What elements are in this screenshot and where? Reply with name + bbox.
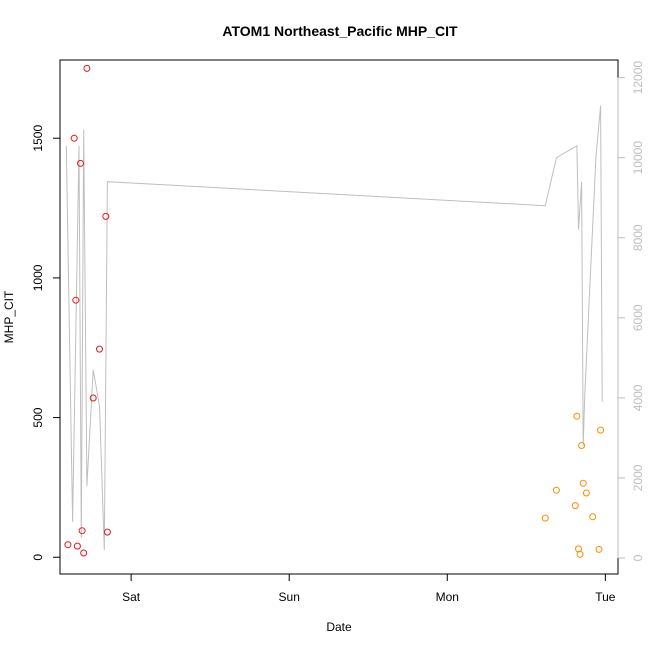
data-point [77, 159, 84, 167]
y-axis-right: 0 2000 4000 6000 8000 10000 12000 [617, 61, 645, 561]
x-axis-label: Date [326, 620, 352, 634]
y-axis-label: MHP_CIT [2, 290, 16, 343]
x-tick-label: Sun [279, 590, 300, 604]
y2-tick-label: 8000 [631, 224, 645, 251]
y2-tick-label: 4000 [631, 384, 645, 411]
data-point [597, 426, 605, 434]
data-point [83, 64, 91, 72]
data-point [72, 296, 80, 304]
x-tick-label: Mon [436, 590, 459, 604]
y2-tick-label: 2000 [631, 464, 645, 491]
y-tick-label: 1000 [31, 264, 45, 291]
data-point [70, 134, 78, 142]
y2-tick-label: 0 [631, 554, 645, 561]
data-point [589, 513, 597, 521]
data-point [73, 542, 81, 550]
series-layer [64, 64, 605, 558]
y-tick-label: 1500 [31, 125, 45, 152]
y2-tick-label: 12000 [631, 61, 645, 95]
data-point [102, 212, 110, 220]
data-point [576, 550, 584, 558]
x-tick-label: Tue [595, 590, 616, 604]
data-point [541, 514, 549, 522]
data-point [595, 545, 603, 553]
chart-title: ATOM1 Northeast_Pacific MHP_CIT [222, 23, 458, 39]
y2-tick-label: 10000 [631, 141, 645, 175]
data-point [582, 489, 590, 497]
data-point [578, 442, 586, 449]
x-tick-label: Sat [122, 590, 141, 604]
y-tick-label: 500 [31, 407, 45, 427]
plot-frame [59, 59, 619, 575]
data-point [96, 345, 103, 353]
data-point [103, 528, 111, 536]
series-line [65, 105, 603, 551]
data-point [78, 527, 86, 535]
data-point [80, 549, 88, 557]
data-point [579, 479, 587, 487]
x-axis: Sat Sun Mon Tue [122, 573, 616, 604]
y-tick-label: 0 [31, 554, 45, 561]
y2-tick-label: 6000 [631, 304, 645, 331]
data-point [552, 486, 560, 494]
data-point [89, 394, 97, 402]
data-point [571, 502, 579, 510]
y-axis-left: 0 500 1000 1500 [31, 125, 61, 561]
data-point [573, 412, 581, 420]
data-point [64, 541, 72, 549]
